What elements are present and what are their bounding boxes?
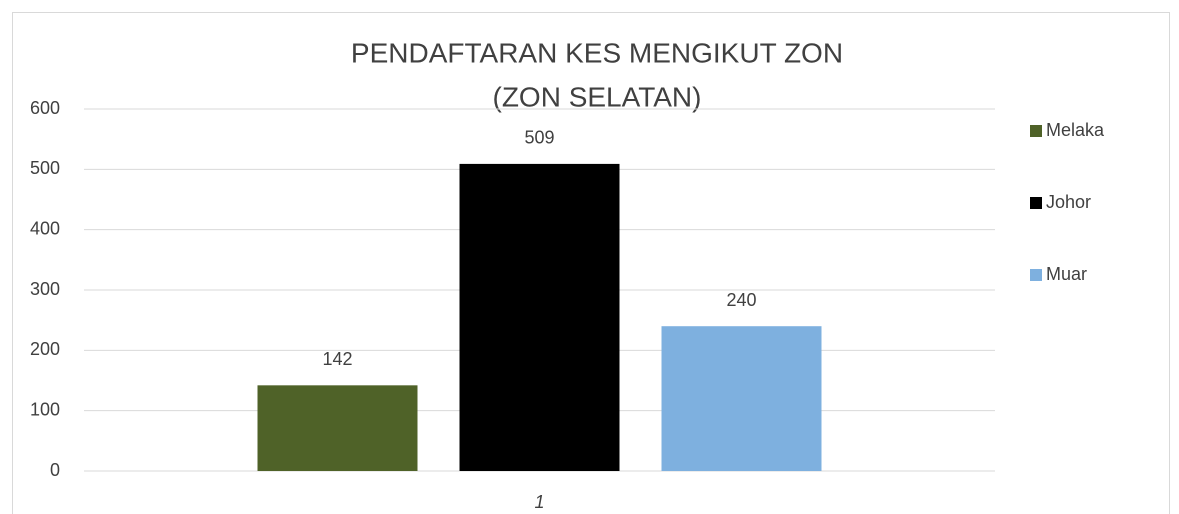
- legend-swatch: [1030, 197, 1042, 209]
- y-tick-label: 0: [50, 460, 60, 480]
- value-label: 142: [322, 349, 352, 369]
- y-tick-label: 200: [30, 339, 60, 359]
- value-label: 240: [726, 290, 756, 310]
- value-label: 509: [524, 128, 554, 148]
- legend-swatch: [1030, 269, 1042, 281]
- legend-label: Muar: [1046, 264, 1087, 284]
- y-tick-label: 100: [30, 399, 60, 419]
- y-tick-label: 400: [30, 218, 60, 238]
- y-tick-label: 600: [30, 98, 60, 118]
- legend-label: Melaka: [1046, 120, 1105, 140]
- chart-title: (ZON SELATAN): [493, 81, 702, 112]
- bar: [661, 326, 822, 471]
- bar: [459, 163, 620, 472]
- x-tick-label: 1: [534, 492, 544, 512]
- legend-swatch: [1030, 125, 1042, 137]
- y-tick-label: 300: [30, 279, 60, 299]
- y-tick-label: 500: [30, 158, 60, 178]
- legend-label: Johor: [1046, 192, 1091, 212]
- chart-title: PENDAFTARAN KES MENGIKUT ZON: [351, 37, 843, 68]
- bar: [257, 385, 418, 471]
